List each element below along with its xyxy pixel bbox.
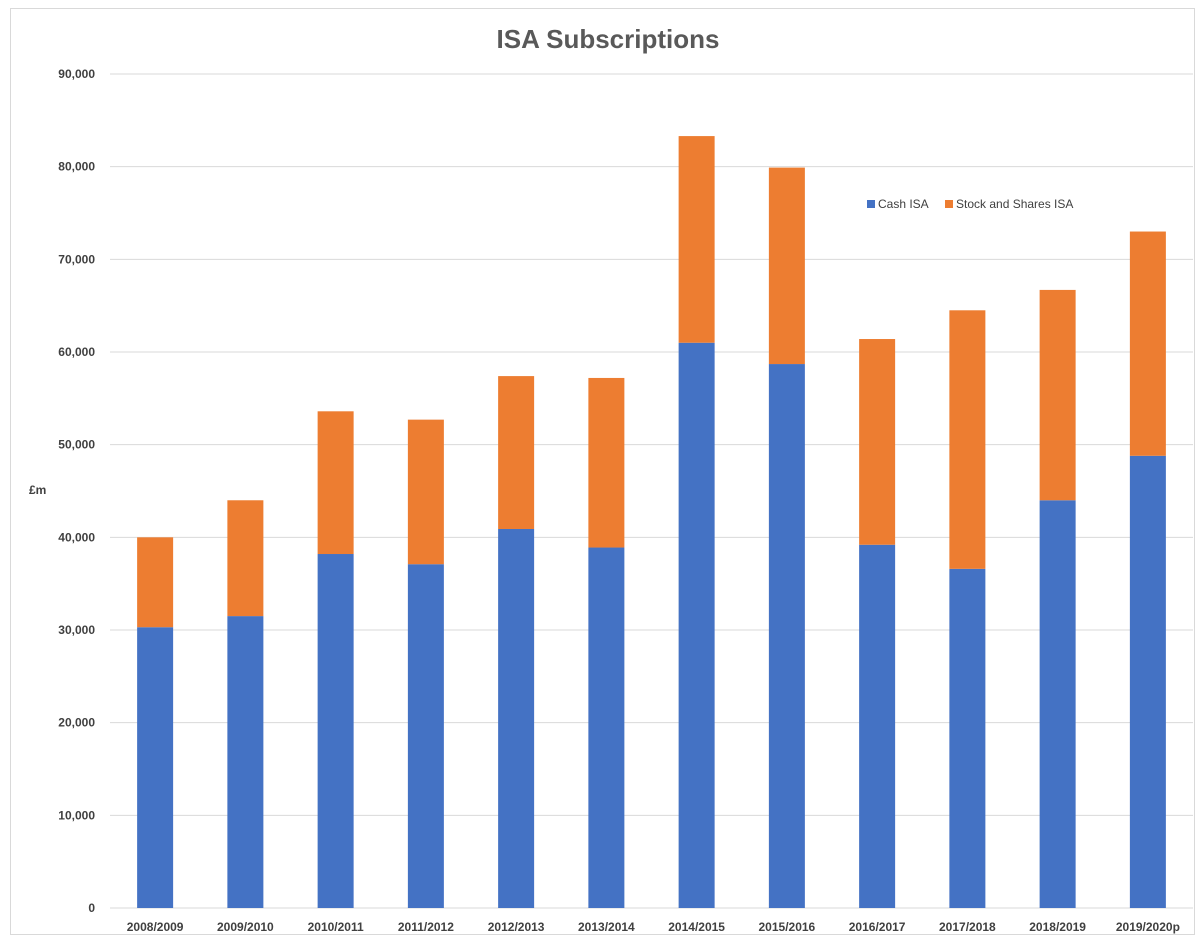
y-axis-ticks: 0 10,000 20,000 30,000 40,000 50,000 60,000 70,… bbox=[58, 67, 95, 915]
bar-cash-isa bbox=[768, 364, 805, 909]
x-tick-label: 2009/2010 bbox=[217, 920, 274, 934]
x-tick-label: 2017/2018 bbox=[939, 920, 996, 934]
bar-cash-isa bbox=[137, 627, 174, 908]
x-tick-label: 2013/2014 bbox=[578, 920, 635, 934]
x-axis-ticks: 2008/2009 2009/2010 2010/2011 2011/2012 2012… bbox=[127, 920, 1180, 934]
bar-stocks-shares-isa bbox=[859, 339, 896, 545]
chart-frame bbox=[10, 8, 1195, 935]
legend-item-cash-isa: Cash ISA bbox=[867, 197, 929, 211]
y-tick-label: 0 bbox=[88, 901, 95, 915]
bar-cash-isa bbox=[949, 568, 986, 908]
y-tick-label: 90,000 bbox=[58, 67, 95, 81]
y-tick-label: 80,000 bbox=[58, 160, 95, 174]
bar-cash-isa bbox=[678, 342, 715, 908]
bar-cash-isa bbox=[1129, 455, 1166, 908]
y-tick-label: 60,000 bbox=[58, 345, 95, 359]
legend-label: Cash ISA bbox=[878, 197, 929, 211]
bar-cash-isa bbox=[859, 544, 896, 908]
bar-stocks-shares-isa bbox=[407, 419, 444, 565]
x-tick-label: 2014/2015 bbox=[668, 920, 725, 934]
x-tick-label: 2019/2020p bbox=[1116, 920, 1180, 934]
bar-cash-isa bbox=[1039, 500, 1076, 908]
x-tick-label: 2018/2019 bbox=[1029, 920, 1086, 934]
y-tick-label: 70,000 bbox=[58, 252, 95, 266]
x-tick-label: 2015/2016 bbox=[759, 920, 816, 934]
bar-cash-isa bbox=[498, 528, 535, 908]
y-tick-label: 40,000 bbox=[58, 530, 95, 544]
bar-cash-isa bbox=[227, 616, 264, 908]
x-tick-label: 2012/2013 bbox=[488, 920, 545, 934]
bar-stocks-shares-isa bbox=[768, 167, 805, 365]
y-tick-label: 10,000 bbox=[58, 808, 95, 822]
bar-stocks-shares-isa bbox=[498, 376, 535, 529]
bar-stocks-shares-isa bbox=[588, 377, 625, 548]
chart-title: ISA Subscriptions bbox=[497, 24, 720, 54]
gridlines bbox=[110, 73, 1193, 909]
x-tick-label: 2016/2017 bbox=[849, 920, 906, 934]
bar-cash-isa bbox=[588, 547, 625, 908]
legend-label: Stock and Shares ISA bbox=[956, 197, 1073, 211]
y-tick-label: 50,000 bbox=[58, 438, 95, 452]
bar-cash-isa bbox=[407, 564, 444, 908]
legend-swatch bbox=[945, 200, 953, 208]
y-axis-label: £m bbox=[29, 483, 46, 497]
legend-swatch bbox=[867, 200, 875, 208]
bar-stocks-shares-isa bbox=[1129, 231, 1166, 456]
x-tick-label: 2010/2011 bbox=[308, 920, 364, 934]
legend: Cash ISA Stock and Shares ISA bbox=[867, 197, 1073, 211]
x-tick-label: 2011/2012 bbox=[398, 920, 454, 934]
y-tick-label: 30,000 bbox=[58, 623, 95, 637]
bars bbox=[137, 136, 1166, 909]
bar-stocks-shares-isa bbox=[317, 411, 354, 555]
bar-stocks-shares-isa bbox=[678, 136, 715, 343]
bar-stocks-shares-isa bbox=[137, 537, 174, 628]
y-tick-label: 20,000 bbox=[58, 716, 95, 730]
bar-stocks-shares-isa bbox=[949, 310, 986, 569]
x-tick-label: 2008/2009 bbox=[127, 920, 184, 934]
legend-item-stocks-shares-isa: Stock and Shares ISA bbox=[945, 197, 1073, 211]
bar-stocks-shares-isa bbox=[227, 500, 264, 617]
bar-cash-isa bbox=[317, 554, 354, 908]
bar-stocks-shares-isa bbox=[1039, 289, 1076, 501]
